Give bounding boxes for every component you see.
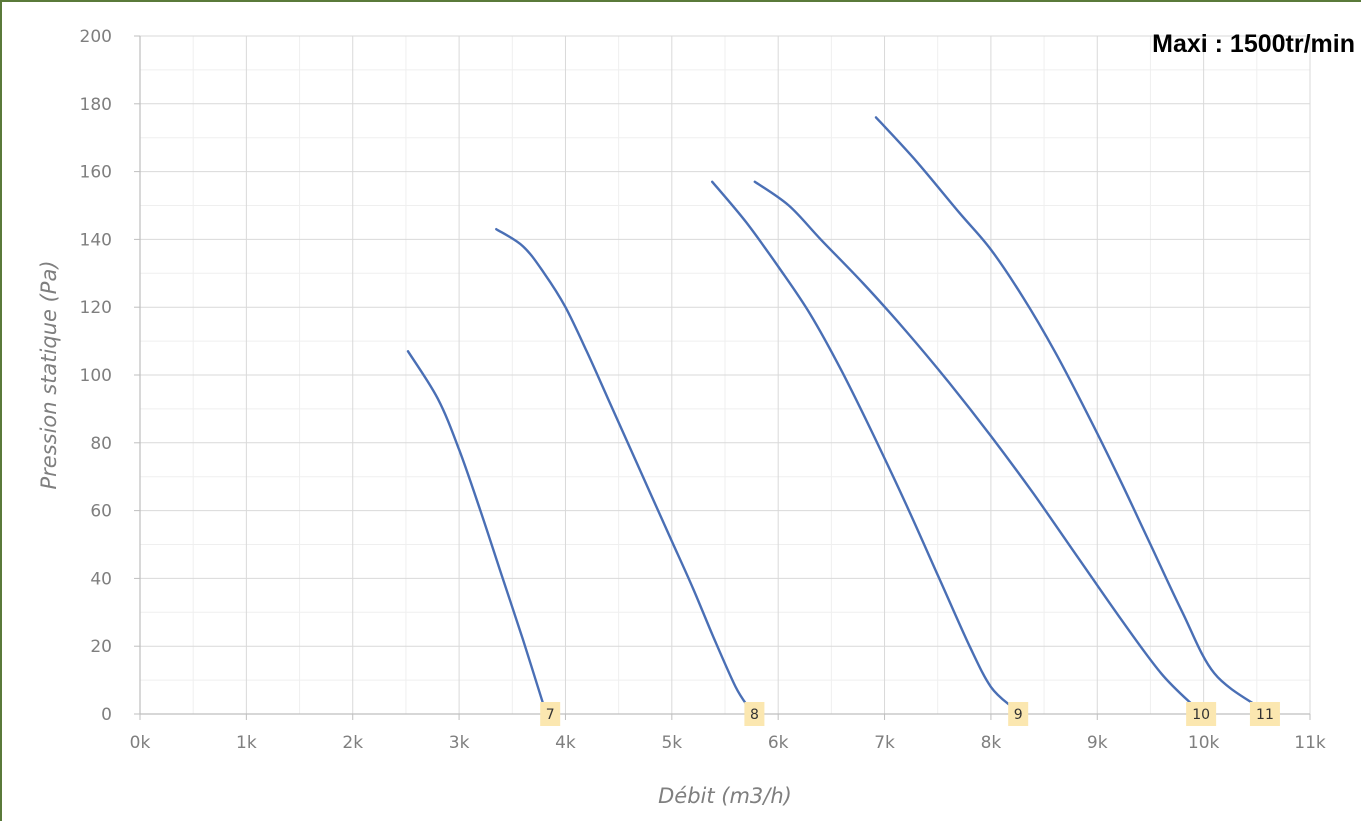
- y-tick-label: 80: [90, 434, 112, 454]
- max-speed-annotation: Maxi : 1500tr/min: [1152, 30, 1355, 58]
- curve-label-11: 11: [1256, 707, 1274, 723]
- x-tick-label: 7k: [874, 733, 895, 753]
- x-tick-label: 1k: [236, 733, 257, 753]
- x-tick-label: 5k: [661, 733, 682, 753]
- series-curve-8: [495, 228, 750, 709]
- y-tick-label: 180: [80, 95, 112, 115]
- x-tick-label: 11k: [1294, 733, 1326, 753]
- curve-label-bg-10: [1186, 702, 1217, 726]
- x-tick-label: 6k: [768, 733, 789, 753]
- chart-curve-labels: 7 8 9 10 11: [540, 702, 1280, 726]
- x-tick-label: 9k: [1087, 733, 1108, 753]
- x-axis-title: Débit (m3/h): [658, 784, 792, 808]
- x-tick-label: 10k: [1188, 733, 1220, 753]
- y-tick-label: 120: [80, 298, 112, 318]
- chart-series: [406, 116, 1261, 709]
- curve-label-10: 10: [1192, 707, 1210, 723]
- y-tick-label: 140: [80, 230, 112, 250]
- x-tick-label: 3k: [449, 733, 470, 753]
- x-tick-label: 8k: [981, 733, 1002, 753]
- chart-grid: [140, 35, 1311, 714]
- y-tick-label: 100: [80, 366, 112, 386]
- curve-label-8: 8: [750, 707, 759, 723]
- curve-label-9: 9: [1014, 707, 1023, 723]
- curve-label-bg-9: [1008, 702, 1029, 726]
- y-tick-label: 40: [90, 569, 112, 589]
- y-tick-label: 200: [80, 27, 112, 47]
- curve-label-bg-7: [540, 702, 561, 726]
- series-curve-10: [753, 180, 1197, 709]
- y-axis-title: Pression statique (Pa): [37, 260, 61, 489]
- y-tick-label: 20: [90, 637, 112, 657]
- x-tick-label: 2k: [342, 733, 363, 753]
- curve-label-7: 7: [546, 707, 555, 723]
- series-curve-7: [406, 350, 546, 709]
- y-tick-label: 60: [90, 502, 112, 522]
- curve-label-bg-8: [744, 702, 765, 726]
- curve-label-bg-11: [1249, 702, 1280, 726]
- y-tick-label: 0: [101, 705, 112, 725]
- x-tick-label: 0k: [130, 733, 151, 753]
- series-curve-11: [874, 116, 1261, 709]
- series-curve-9: [711, 180, 1014, 709]
- x-tick-label: 4k: [555, 733, 576, 753]
- chart-axes: 0 20 40 60 80 100 120 140 160 180 200 0k 1k 2k 3k 4k 5k 6…: [80, 27, 1326, 753]
- y-tick-label: 160: [80, 163, 112, 183]
